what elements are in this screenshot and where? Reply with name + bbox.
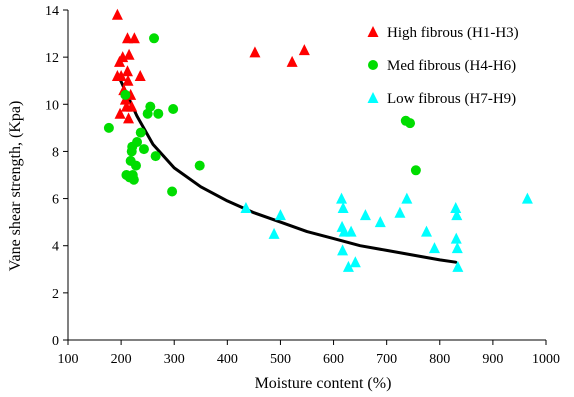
legend-label: Low fibrous (H7-H9) (387, 91, 516, 107)
data-point (401, 192, 413, 204)
legend-label: High fibrous (H1-H3) (387, 25, 519, 41)
legend-label: Med fibrous (H4-H6) (387, 58, 516, 74)
data-point (451, 242, 463, 254)
data-point (428, 242, 440, 254)
data-point (451, 209, 463, 221)
data-point (394, 206, 406, 218)
x-tick-label: 800 (429, 352, 450, 367)
x-tick-label: 1000 (532, 352, 560, 367)
data-point (153, 108, 164, 119)
legend-item: Med fibrous (H4-H6) (368, 58, 516, 74)
x-tick-label: 900 (482, 352, 503, 367)
data-point (121, 65, 133, 77)
y-tick-label: 8 (52, 145, 59, 160)
y-axis: 0 2 4 6 8 10 12 14 (45, 4, 68, 349)
plot-area (67, 10, 546, 341)
data-point (168, 104, 179, 114)
data-point (149, 33, 160, 44)
data-point (138, 144, 149, 155)
data-point (337, 244, 349, 256)
legend-marker (367, 92, 379, 103)
data-point (452, 260, 464, 272)
data-point (145, 101, 156, 112)
data-point (132, 137, 143, 147)
data-point (128, 174, 139, 185)
y-tick-label: 2 (52, 287, 59, 302)
data-point (338, 225, 350, 237)
y-tick-label: 10 (45, 98, 59, 113)
data-point (122, 74, 134, 86)
y-tick-label: 6 (52, 193, 59, 208)
data-point (421, 225, 432, 237)
x-tick-label: 400 (217, 352, 238, 367)
data-point (450, 232, 462, 244)
series-3 (240, 192, 533, 272)
data-point (126, 100, 138, 112)
x-tick-label: 200 (111, 352, 132, 367)
series-1 (111, 8, 310, 124)
legend-marker (367, 26, 379, 37)
data-point (240, 202, 252, 213)
data-point (359, 209, 371, 221)
data-point (134, 70, 146, 81)
data-point (336, 192, 348, 204)
data-point (405, 118, 416, 129)
x-tick-label: 700 (376, 352, 397, 367)
data-point (111, 8, 123, 20)
data-point (521, 192, 533, 204)
y-tick-label: 0 (52, 334, 59, 349)
data-point (103, 122, 114, 133)
x-axis: 100 200 300 400 500 600 700 800 900 1000 (58, 340, 560, 367)
x-tick-label: 100 (58, 352, 79, 367)
data-point (114, 107, 126, 119)
series-2 (103, 33, 421, 197)
data-point (349, 256, 361, 268)
data-point (150, 151, 161, 162)
data-point (123, 112, 135, 124)
data-point (167, 186, 178, 197)
x-axis-title: Moisture content (%) (255, 375, 392, 392)
legend-item: Low fibrous (H7-H9) (367, 91, 516, 107)
data-point (410, 165, 421, 176)
data-point (121, 32, 133, 44)
data-point (337, 202, 349, 213)
data-point (342, 260, 354, 272)
trendline-layer (117, 74, 458, 264)
y-tick-label: 14 (45, 4, 59, 19)
data-point (249, 46, 261, 58)
x-tick-label: 500 (270, 352, 291, 367)
data-point (130, 160, 141, 171)
data-point (120, 89, 131, 100)
data-point (268, 227, 280, 239)
x-tick-label: 600 (323, 352, 344, 367)
data-point (450, 202, 462, 213)
data-point (298, 44, 310, 56)
data-point (374, 216, 386, 228)
data-point (128, 32, 140, 44)
legend-item: High fibrous (H1-H3) (367, 25, 519, 41)
data-point (286, 55, 298, 67)
data-point (115, 70, 127, 81)
data-point (274, 209, 286, 221)
legend: High fibrous (H1-H3) Med fibrous (H4-H6) L… (367, 25, 519, 107)
y-axis-title: Vane shear strength, (Kpa) (7, 101, 24, 272)
data-point (123, 48, 135, 60)
data-point (135, 127, 146, 138)
y-tick-label: 4 (52, 240, 59, 255)
trendline (117, 74, 458, 264)
y-tick-label: 12 (45, 51, 59, 66)
points-layer (103, 8, 533, 272)
legend-marker (368, 60, 378, 70)
data-point (194, 160, 205, 171)
x-tick-label: 300 (164, 352, 185, 367)
data-point (345, 225, 357, 237)
